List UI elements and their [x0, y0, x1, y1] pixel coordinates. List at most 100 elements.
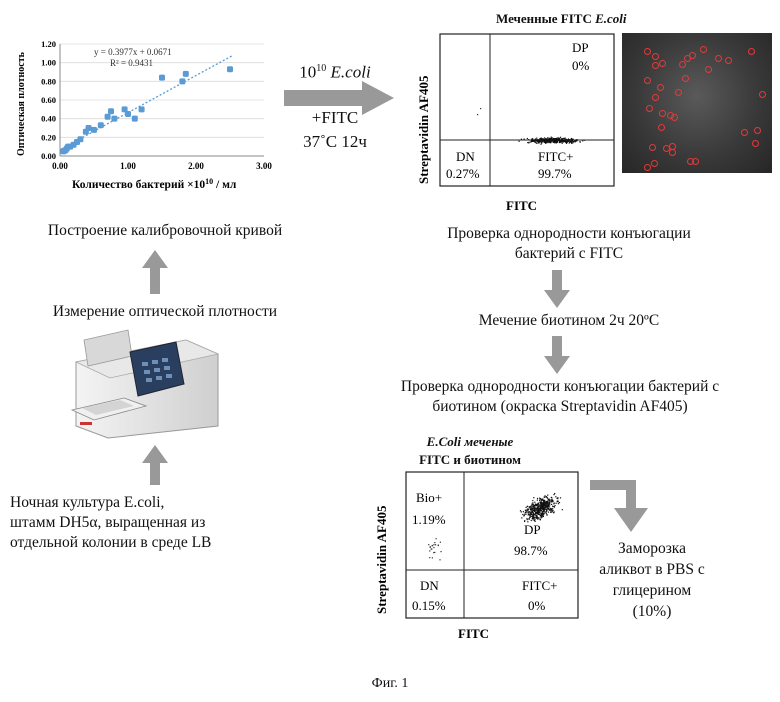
flow2-event [544, 513, 545, 514]
flow1-event [572, 139, 573, 140]
flow2-event [562, 509, 563, 510]
flow2-event [440, 542, 441, 543]
step-culture: Ночная культура E.coli, штамм DH5α, выра… [10, 493, 330, 553]
flow2-event [546, 502, 547, 503]
flow1-event [584, 140, 585, 141]
flow2-event [538, 506, 539, 507]
flow1-event [560, 140, 561, 141]
arrow-down-icon-2 [542, 334, 572, 376]
flow1-event [576, 140, 577, 141]
flow2-event [535, 505, 536, 506]
flow2-event [559, 502, 560, 503]
flow2-event [543, 516, 544, 517]
flow1-event [538, 142, 539, 143]
flow2-event [530, 514, 531, 515]
flow2-event [542, 499, 543, 500]
flow2-event [428, 544, 429, 545]
flow1-event [549, 140, 550, 141]
flow2-event [433, 552, 434, 553]
flow1-event [534, 140, 535, 141]
flow1-event [566, 139, 567, 140]
flow2-event [531, 514, 532, 515]
calibration-x-tick: 0.00 [52, 161, 68, 171]
microscopy-cell [759, 91, 766, 98]
flow1-event [550, 140, 551, 141]
flow1-event [573, 141, 574, 142]
step-check-fitc: Проверка однородности конъюгации бактери… [384, 224, 754, 264]
calibration-point [105, 114, 111, 120]
flow2-event [533, 504, 534, 505]
microscopy-cell [644, 77, 651, 84]
flow1-event [553, 140, 554, 141]
flow2-event [548, 512, 549, 513]
flow2-event [430, 547, 431, 548]
microscopy-cell [658, 124, 665, 131]
flow1-event [531, 141, 532, 142]
flow2-event [539, 505, 540, 506]
step-check-biotin: Проверка однородности конъюгации бактери… [340, 377, 780, 417]
flow2-event [533, 514, 534, 515]
flow2-event [432, 557, 433, 558]
flow2-event [541, 516, 542, 517]
flow2-event [556, 498, 557, 499]
flow2-event [560, 497, 561, 498]
flow2-event [533, 497, 534, 498]
step-check-fitc-line: бактерий с FITC [384, 244, 754, 264]
flow1-fitc-value: 99.7% [538, 166, 572, 181]
flow1-event [550, 142, 551, 143]
flow2-event [538, 514, 539, 515]
flow2-event [434, 542, 435, 543]
calibration-point [111, 116, 117, 122]
flow2-bio-value: 1.19% [412, 512, 446, 527]
flow2-event [550, 508, 551, 509]
flow2-event [541, 500, 542, 501]
flow1-event [565, 140, 566, 141]
step-culture-line: штамм DH5α, выращенная из [10, 513, 330, 533]
flow2-event [529, 518, 530, 519]
calibration-y-tick: 0.20 [41, 132, 56, 142]
flow2-event [549, 504, 550, 505]
calibration-point [179, 78, 185, 84]
flow2-event [537, 518, 538, 519]
calibration-y-tick: 1.20 [41, 39, 56, 49]
flow2-event [526, 507, 527, 508]
microscopy-cell [659, 110, 666, 117]
flow2-event [530, 509, 531, 510]
flow2-event [521, 517, 522, 518]
flow2-event [432, 545, 433, 546]
flow2-event [529, 511, 530, 512]
flow1-event [564, 138, 565, 139]
flow1-event [562, 140, 563, 141]
calibration-point [183, 71, 189, 77]
flow1-fitc-label: FITC+ [538, 149, 574, 164]
microscopy-cell [752, 140, 759, 147]
flow1-x-label: FITC [506, 198, 537, 213]
flow2-event [523, 511, 524, 512]
flow2-event [544, 504, 545, 505]
flow2-event [541, 505, 542, 506]
flow1-event [563, 140, 564, 141]
flow2-title-line2: FITC и биотином [380, 451, 560, 469]
microscopy-cell [644, 48, 651, 55]
flow2-event [553, 501, 554, 502]
step-freeze-line: Заморозка [582, 538, 722, 559]
flow1-event [560, 137, 561, 138]
calibration-point [77, 136, 83, 142]
flow2-event [554, 506, 555, 507]
flow2-event [540, 502, 541, 503]
step-od-measurement: Измерение оптической плотности [0, 302, 330, 322]
flow1-event [551, 137, 552, 138]
flow2-fitc-value: 0% [528, 598, 546, 613]
flow2-event [433, 544, 434, 545]
microscopy-cell [679, 61, 686, 68]
flow2-event [546, 514, 547, 515]
calibration-y-tick: 1.00 [41, 58, 56, 68]
flow2-dn-label: DN [420, 578, 439, 593]
flow2-event [529, 517, 530, 518]
flow2-event [533, 519, 534, 520]
plate-reader-icon [66, 322, 226, 440]
flow2-event [549, 499, 550, 500]
flow2-event [522, 514, 523, 515]
step-freeze-line: (10%) [582, 601, 722, 622]
flow2-event [528, 506, 529, 507]
